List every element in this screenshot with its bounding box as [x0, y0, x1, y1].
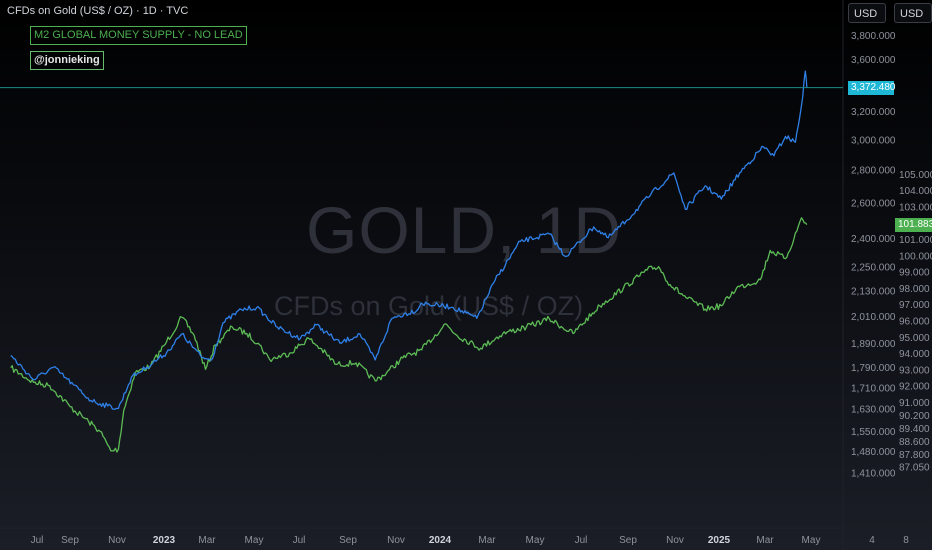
- x-axis-tick-label: 8: [903, 535, 909, 546]
- x-axis-tick-label: Mar: [478, 535, 496, 546]
- left-axis-tick-label: 1,630.000: [851, 405, 896, 416]
- right-axis-tick-label: 97.000: [899, 300, 930, 311]
- x-axis-tick-label: Nov: [387, 535, 405, 546]
- right-axis-tick-label: 87.050: [899, 462, 930, 473]
- right-axis-tick-label: 101.000: [899, 235, 932, 246]
- right-axis-tick-label: 89.400: [899, 424, 930, 435]
- right-axis-tick-label: 103.000: [899, 202, 932, 213]
- watermark-name: CFDs on Gold (US$ / OZ): [274, 291, 584, 321]
- right-axis-tick-label: 98.000: [899, 284, 930, 295]
- left-axis-tick-label: 1,790.000: [851, 363, 896, 374]
- x-axis-tick-label: May: [526, 535, 545, 546]
- series-legend-label[interactable]: M2 GLOBAL MONEY SUPPLY - NO LEAD: [30, 26, 247, 45]
- x-axis-tick-label: Mar: [756, 535, 774, 546]
- right-axis-tick-label: 93.000: [899, 365, 930, 376]
- left-axis-tick-label: 3,800.000: [851, 31, 896, 42]
- right-axis-tick-label: 90.200: [899, 411, 930, 422]
- left-axis-tick-label: 2,010.000: [851, 312, 896, 323]
- author-label: @jonnieking: [30, 51, 104, 70]
- right-axis-tick-label: 94.000: [899, 349, 930, 360]
- right-axis-tick-label: 100.000: [899, 251, 932, 262]
- x-axis-tick-label: Sep: [61, 535, 79, 546]
- right-axis-tick-label: 104.000: [899, 186, 932, 197]
- x-axis-tick-label: May: [802, 535, 821, 546]
- x-axis-tick-label: Mar: [198, 535, 216, 546]
- gold-series-line: [10, 70, 808, 411]
- m2-last-value-badge: 101.883: [895, 217, 932, 232]
- left-axis-tick-label: 2,600.000: [851, 199, 896, 210]
- left-axis-tick-label: 3,200.000: [851, 107, 896, 118]
- right-axis-tick-label: 105.000: [899, 170, 932, 181]
- right-axis-tick-label: 95.000: [899, 333, 930, 344]
- left-axis-tick-label: 3,600.000: [851, 55, 896, 66]
- x-axis-tick-label: Sep: [339, 535, 357, 546]
- m2-series-line: [10, 217, 808, 453]
- left-axis-tick-label: 2,800.000: [851, 166, 896, 177]
- last-price-badge: 3,372.480: [848, 80, 896, 95]
- right-axis-tick-label: 87.800: [899, 450, 930, 461]
- x-axis-tick-label: Nov: [108, 535, 126, 546]
- x-axis-tick-label: May: [245, 535, 264, 546]
- right-axis-tick-label: 91.000: [899, 398, 930, 409]
- x-axis-tick-label: 4: [869, 535, 875, 546]
- x-axis-tick-label: Jul: [293, 535, 306, 546]
- left-axis-tick-label: 1,710.000: [851, 383, 896, 394]
- left-axis-tick-label: 3,000.000: [851, 135, 896, 146]
- left-axis-tick-label: 1,550.000: [851, 427, 896, 438]
- x-axis-tick-label: Jul: [575, 535, 588, 546]
- chart-title: CFDs on Gold (US$ / OZ) · 1D · TVC: [7, 5, 189, 17]
- right-axis-tick-label: 88.600: [899, 437, 930, 448]
- right-axis-tick-label: 92.000: [899, 382, 930, 393]
- left-axis-tick-label: 1,410.000: [851, 469, 896, 480]
- x-axis-tick-label: Sep: [619, 535, 637, 546]
- left-axis-tick-label: 2,250.000: [851, 262, 896, 273]
- x-axis-tick-label: 2023: [153, 535, 176, 546]
- x-axis-tick-label: 2024: [429, 535, 452, 546]
- left-axis-tick-label: 2,130.000: [851, 287, 896, 298]
- left-axis-tick-label: 1,890.000: [851, 339, 896, 350]
- left-axis-tick-label: 2,400.000: [851, 234, 896, 245]
- currency-left-button[interactable]: USD: [848, 3, 886, 23]
- right-axis-tick-label: 96.000: [899, 317, 930, 328]
- right-axis-tick-label: 99.000: [899, 268, 930, 279]
- currency-right-button[interactable]: USD: [894, 3, 932, 23]
- x-axis-tick-label: 2025: [708, 535, 731, 546]
- x-axis-tick-label: Jul: [31, 535, 44, 546]
- x-axis-tick-label: Nov: [666, 535, 684, 546]
- left-axis-tick-label: 1,480.000: [851, 447, 896, 458]
